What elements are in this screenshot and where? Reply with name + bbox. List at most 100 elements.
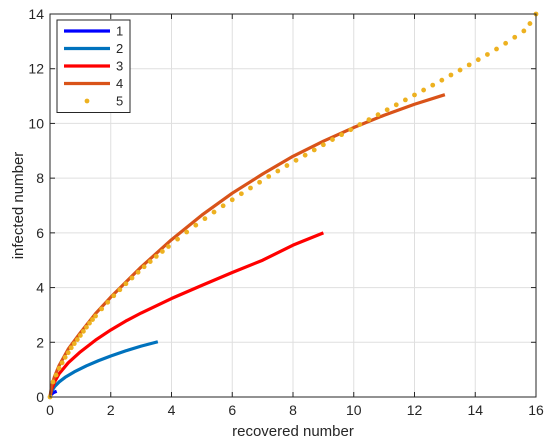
- series-5-point: [348, 127, 354, 133]
- legend-label: 3: [116, 59, 123, 74]
- legend-label: 2: [116, 41, 123, 56]
- series-5-point: [485, 52, 490, 57]
- series-5-point: [466, 62, 472, 68]
- series-5-point: [99, 306, 105, 312]
- series-5-point: [141, 264, 147, 270]
- y-tick-label: 6: [36, 225, 44, 241]
- legend-marker: [84, 98, 90, 104]
- series-5-point: [457, 67, 463, 73]
- series-5-point: [166, 244, 171, 249]
- series-5-point: [302, 152, 308, 158]
- x-tick-label: 8: [289, 402, 297, 418]
- legend-label: 4: [116, 76, 123, 91]
- x-tick-label: 10: [346, 402, 362, 418]
- series-5-point: [65, 350, 71, 356]
- series-5-point: [521, 28, 527, 34]
- legend-label: 1: [116, 24, 123, 39]
- series-5-point: [153, 253, 159, 259]
- y-tick-label: 2: [36, 334, 44, 350]
- series-layer: [47, 11, 539, 400]
- series-5-point: [117, 287, 123, 293]
- series-5-point: [266, 174, 272, 179]
- series-5-point: [147, 259, 153, 264]
- legend: 1 2 3 4 5: [56, 19, 131, 113]
- series-5-point: [402, 97, 408, 103]
- series-5-point: [238, 191, 244, 197]
- series-5-point: [421, 87, 427, 93]
- series-5-point: [211, 209, 217, 215]
- x-tick-label: 6: [228, 402, 236, 418]
- series-5-point: [129, 275, 135, 281]
- series-5-point: [105, 299, 111, 305]
- series-5-point: [59, 360, 65, 366]
- series-5-point: [293, 157, 299, 163]
- series-5-point: [384, 107, 390, 113]
- series-5-point: [357, 122, 363, 127]
- series-5-point: [257, 179, 262, 185]
- series-5-point: [527, 21, 533, 26]
- series-5-point: [248, 185, 253, 191]
- y-tick-label: 14: [28, 6, 44, 22]
- x-tick-label: 4: [168, 402, 176, 418]
- series-5-point: [339, 132, 344, 138]
- series-5-point: [320, 142, 326, 148]
- series-5-point: [184, 229, 190, 235]
- series-5-point: [375, 112, 381, 118]
- series-5-point: [81, 328, 86, 334]
- series-5-point: [123, 281, 129, 287]
- series-5-point: [111, 293, 117, 299]
- x-axis-label: recovered number: [232, 423, 354, 440]
- series-5-point: [448, 72, 454, 78]
- series-5-point: [412, 92, 417, 98]
- series-5-point: [62, 354, 68, 360]
- series-5-point: [275, 168, 281, 174]
- series-5-point: [229, 197, 235, 203]
- x-tick-label: 2: [107, 402, 115, 418]
- series-5-point: [439, 77, 445, 83]
- series-5-point: [71, 341, 77, 347]
- series-5-point: [159, 249, 165, 254]
- y-tick-label: 8: [36, 170, 44, 186]
- series-3-line: [48, 231, 324, 398]
- series-4-line: [48, 93, 446, 398]
- y-tick-label: 4: [36, 280, 44, 296]
- x-tick-label: 0: [46, 402, 54, 418]
- y-tick-label: 10: [28, 115, 44, 131]
- series-5-point: [93, 313, 98, 319]
- series-5-point: [74, 337, 80, 342]
- series-5-point: [512, 34, 518, 40]
- series-5-point: [393, 102, 399, 108]
- y-tick-label: 0: [36, 389, 44, 405]
- series-5-point: [220, 203, 226, 209]
- series-5-point: [135, 269, 141, 275]
- series-5-point: [175, 236, 180, 242]
- y-tick-label: 12: [28, 61, 44, 77]
- series-5-point: [284, 163, 290, 168]
- series-5-point: [77, 333, 83, 338]
- y-axis-label: infected number: [10, 152, 27, 260]
- series-5-point: [475, 57, 481, 63]
- series-5-points: [47, 11, 539, 400]
- series-5-point: [53, 372, 59, 378]
- series-5-point: [56, 365, 62, 371]
- series-5-point: [50, 379, 56, 385]
- series-5-point: [90, 317, 95, 322]
- legend-label: 5: [116, 94, 123, 109]
- x-tick-label: 14: [467, 402, 483, 418]
- x-tick-label: 16: [528, 402, 544, 418]
- series-5-point: [84, 324, 89, 330]
- series-5-point: [366, 117, 372, 122]
- x-tick-label: 12: [407, 402, 423, 418]
- series-5-point: [494, 46, 499, 52]
- series-5-point: [311, 147, 317, 153]
- series-5-point: [503, 40, 509, 46]
- series-5-point: [330, 137, 335, 142]
- series-2-line: [48, 340, 159, 398]
- series-5-point: [202, 216, 208, 222]
- series-5-point: [68, 345, 74, 351]
- series-5-point: [87, 320, 92, 326]
- series-5-point: [430, 82, 436, 88]
